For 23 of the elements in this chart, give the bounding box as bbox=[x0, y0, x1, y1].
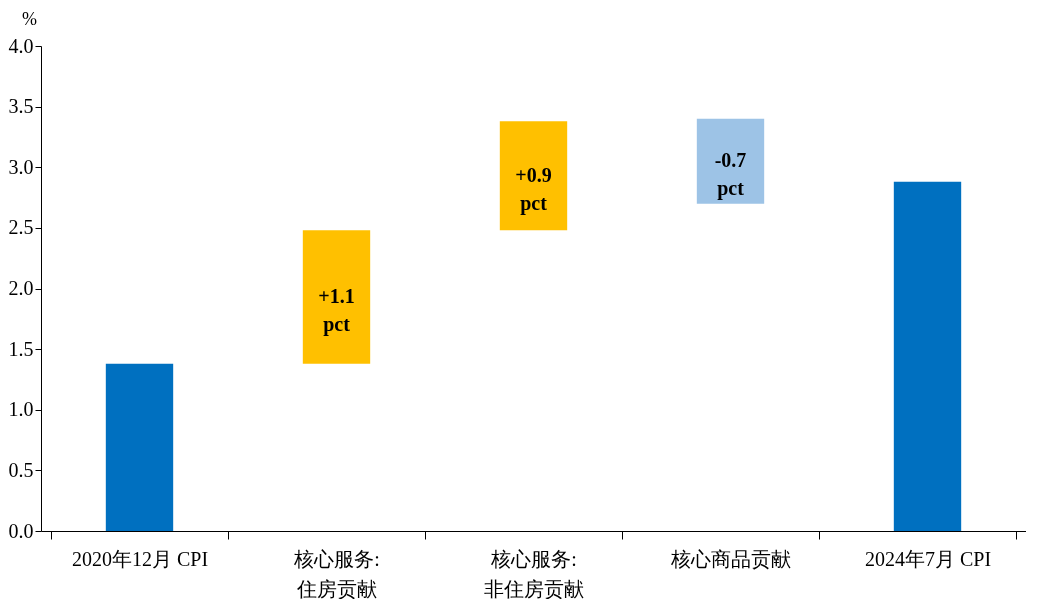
y-tick-label: 4.0 bbox=[8, 34, 34, 57]
x-tick-label: 核心商品贡献 bbox=[670, 547, 791, 570]
x-tick-label: 核心服务: 住房贡献 bbox=[293, 547, 380, 600]
x-tick-label: 2024年7月 CPI bbox=[864, 547, 992, 570]
x-tick-label: 核心服务: 非住房贡献 bbox=[484, 547, 584, 600]
x-tick-label: 2020年12月 CPI bbox=[71, 547, 209, 570]
y-tick-label: 3.5 bbox=[8, 95, 34, 118]
bar bbox=[893, 181, 962, 531]
y-axis-title: % bbox=[22, 8, 37, 29]
y-tick-label: 1.5 bbox=[8, 337, 34, 360]
bar bbox=[696, 118, 765, 204]
data-label: +1.1 pct bbox=[318, 284, 355, 336]
y-tick-label: 0.5 bbox=[8, 458, 34, 481]
y-tick-label: 1.0 bbox=[8, 398, 34, 421]
y-tick-label: 0.0 bbox=[8, 519, 34, 542]
y-tick-label: 2.5 bbox=[8, 216, 34, 239]
y-tick-label: 2.0 bbox=[8, 277, 34, 299]
bar bbox=[302, 230, 371, 364]
bar bbox=[499, 121, 568, 231]
data-label: +0.9 pct bbox=[515, 163, 552, 215]
y-tick-label: 3.0 bbox=[8, 155, 34, 178]
data-label: -0.7 pct bbox=[714, 149, 747, 201]
bar bbox=[105, 363, 174, 531]
